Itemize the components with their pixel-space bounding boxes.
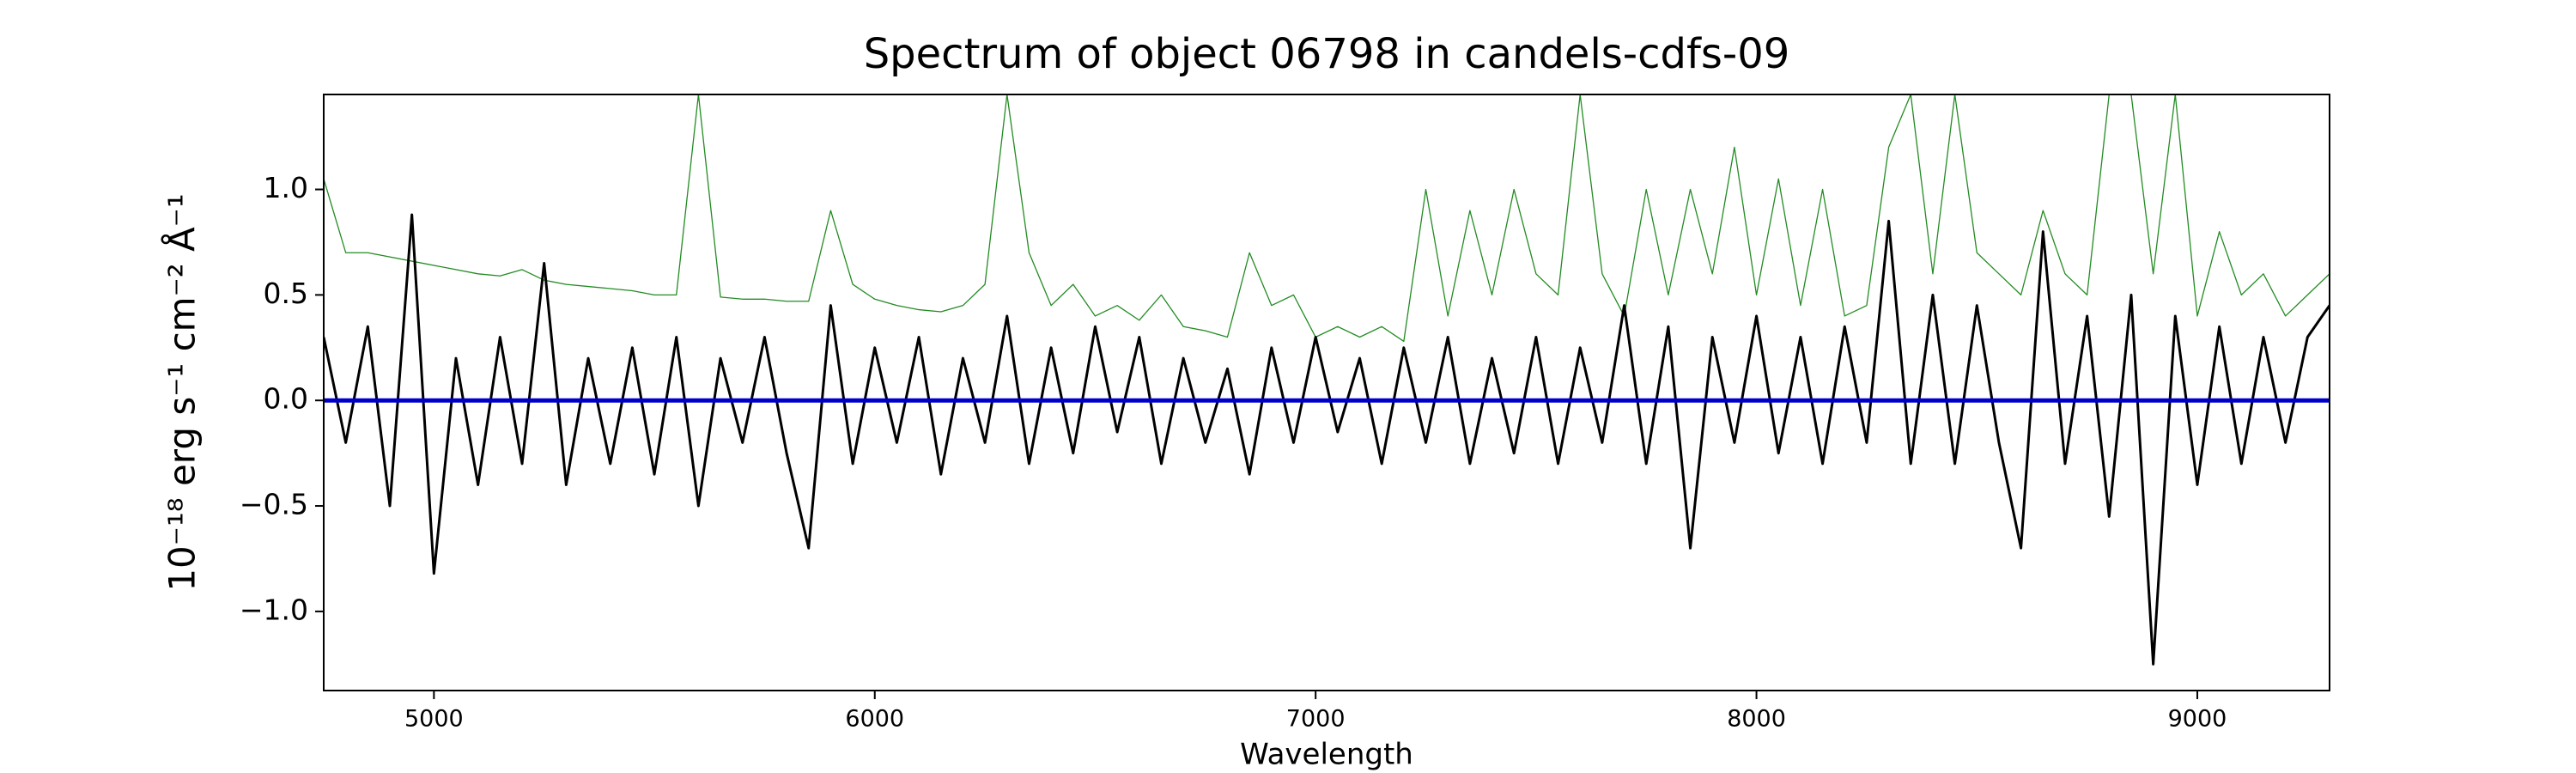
x-tick-label: 7000 — [1286, 706, 1346, 733]
y-tick-label: 1.0 — [264, 171, 308, 204]
plot-area — [324, 94, 2330, 666]
x-tick-label: 9000 — [2168, 706, 2227, 733]
chart-title: Spectrum of object 06798 in candels-cdfs… — [864, 30, 1790, 78]
y-axis-label: 10⁻¹⁸ erg s⁻¹ cm⁻² Å⁻¹ — [161, 193, 204, 591]
spectrum-line — [324, 213, 2330, 666]
x-tick-label: 5000 — [404, 706, 464, 733]
plot-frame — [323, 94, 2330, 691]
y-tick-label: −0.5 — [240, 488, 308, 521]
y-tick-label: 0.5 — [264, 277, 308, 310]
y-tick-label: 0.0 — [264, 382, 308, 416]
x-tick-label: 8000 — [1727, 706, 1786, 733]
x-axis-label: Wavelength — [1240, 738, 1413, 772]
y-tick-label: −1.0 — [240, 593, 308, 626]
spectrum-line — [324, 94, 2330, 343]
x-tick-label: 6000 — [845, 706, 904, 733]
